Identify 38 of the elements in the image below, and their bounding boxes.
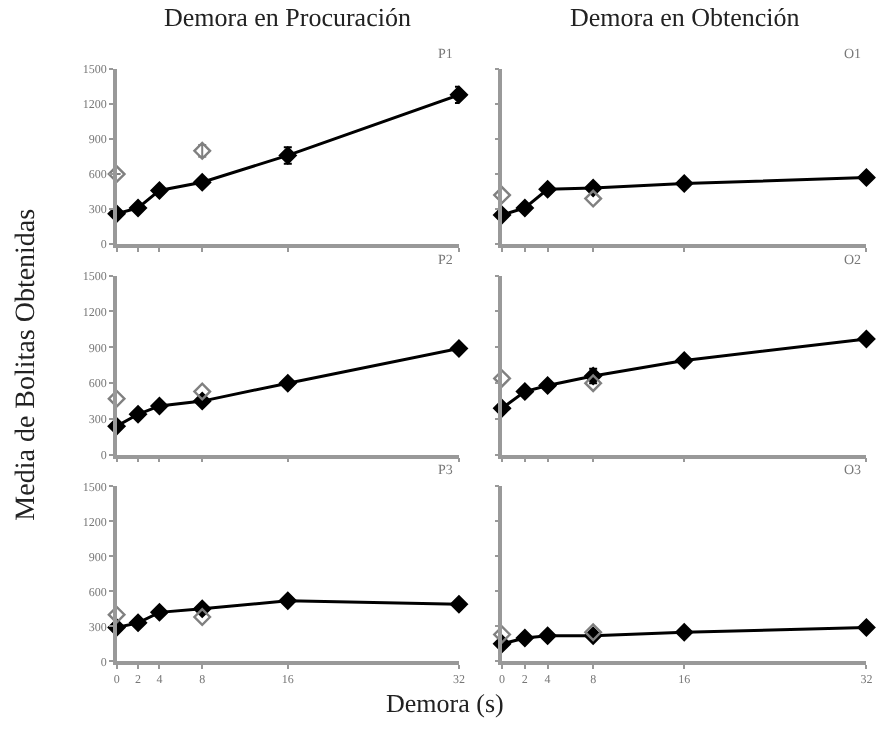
point [107,605,126,624]
point [493,186,512,205]
point [129,405,148,424]
point [449,595,468,614]
point [129,613,148,632]
point [107,165,126,184]
point [515,198,534,217]
point [193,608,212,627]
point [538,180,557,199]
point [675,174,694,193]
chart-title: Demora en Procuración [164,2,412,32]
point [857,618,876,637]
x-axis-title: Demora (s) [386,688,504,718]
point [857,329,876,348]
point [515,382,534,401]
point [538,376,557,395]
point [278,374,297,393]
point [675,623,694,642]
point [584,374,603,393]
point [193,173,212,192]
point [493,369,512,388]
point [193,382,212,401]
point [449,85,468,104]
point [493,625,512,644]
point [129,198,148,217]
point [538,626,557,645]
point [150,603,169,622]
chart-title: Demora en Obtención [570,2,801,32]
point [584,189,603,208]
point [449,339,468,358]
point [150,181,169,200]
y-axis-title: Media de Bolitas Obtenidas [12,208,43,521]
point [515,629,534,648]
point [150,396,169,415]
point [675,351,694,370]
point [278,591,297,610]
point [107,389,126,408]
point [857,168,876,187]
